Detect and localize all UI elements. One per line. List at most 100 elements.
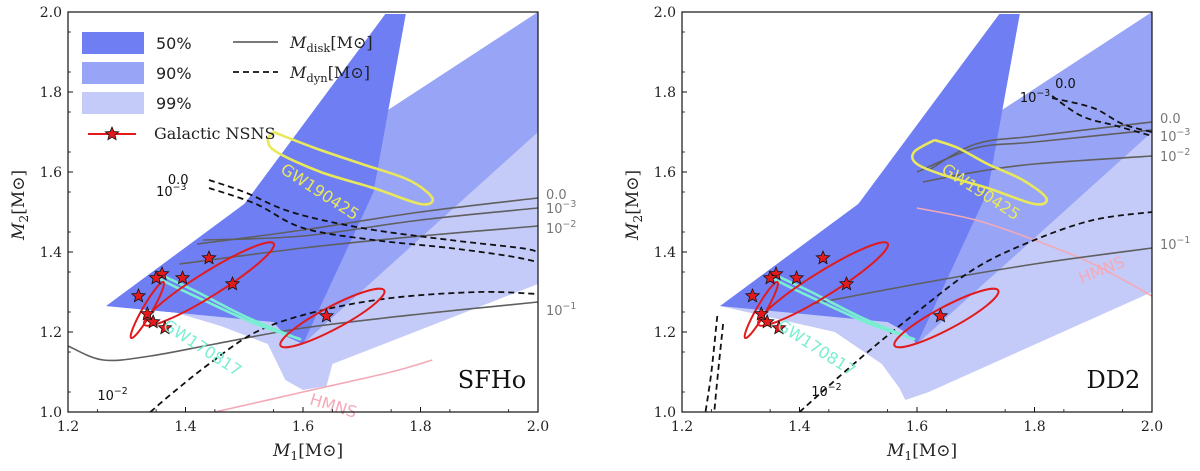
disk-contour-0 <box>928 121 1152 171</box>
dyn-contour-label-0: 0.0 <box>1055 77 1076 92</box>
axes: 1.2 1.4 1.6 1.8 2.01.01.21.41.61.82.0M1[M⊙]M… <box>9 5 549 463</box>
plot-area <box>704 12 1152 412</box>
y-tick-label: 1.2 <box>654 325 676 341</box>
sfho-panel: GW190425GW170817HMNS0.010−310−210−10.010… <box>9 5 576 463</box>
y-tick-label: 1.6 <box>40 165 62 181</box>
x-tick-label: 1.2 <box>57 419 79 435</box>
dyn-contour-label-0: 0.0 <box>168 173 189 188</box>
disk-contour-label-3: 10−1 <box>1160 235 1190 253</box>
disk-contour-3 <box>811 247 1152 305</box>
y-tick-label: 2.0 <box>40 5 62 21</box>
y-tick-label: 1.8 <box>654 85 676 101</box>
legend-line-label-dashed: Mdyn[M⊙] <box>289 63 370 85</box>
y-tick-label: 1.2 <box>40 325 62 341</box>
x-tick-label: 1.2 <box>671 419 693 435</box>
disk-contour-label-2: 10−2 <box>546 219 576 237</box>
y-tick-label: 1.4 <box>654 245 676 261</box>
nsns-ellipse-2 <box>279 287 386 349</box>
dyn-contour-2 <box>798 211 1152 412</box>
galactic-nsns-star <box>744 287 761 303</box>
y-tick-label: 2.0 <box>654 5 676 21</box>
dyn-contour-1 <box>208 187 538 263</box>
axes: 1.2 1.4 1.6 1.8 2.01.01.21.41.61.82.0M1[M⊙]M… <box>623 5 1163 463</box>
x-tick-label: 2.0 <box>1141 419 1163 435</box>
dyn-contour-0 <box>1051 97 1152 133</box>
x-axis-label: M1[M⊙] <box>886 441 957 463</box>
legend-label-90pct: 90% <box>156 64 192 83</box>
legend-label-50pct: 50% <box>156 34 192 53</box>
galactic-nsns-star <box>762 269 778 285</box>
disk-contour-label-2: 10−2 <box>1160 147 1190 165</box>
disk-contour-label-0: 0.0 <box>1160 112 1181 127</box>
eos-label: DD2 <box>1086 366 1140 394</box>
legend-line-label-solid: Mdisk[M⊙] <box>289 33 373 55</box>
dyn-contour-label-1: 10−3 <box>156 182 186 200</box>
eos-label: SFHo <box>458 366 526 394</box>
galactic-nsns-star <box>932 307 949 323</box>
dyn-contour-1 <box>1051 95 1152 137</box>
dyn-contour-4 <box>713 323 724 412</box>
legend-marker-label: Galactic NSNS <box>154 124 275 143</box>
dyn-contour-0 <box>208 179 538 253</box>
dyn-contour-3 <box>704 315 719 412</box>
galactic-nsns-star <box>788 269 805 285</box>
galactic-nsns-star <box>130 287 147 303</box>
nsns-ellipse-2 <box>893 287 1000 349</box>
x-axis-label: M1[M⊙] <box>272 441 343 463</box>
galactic-nsns-star <box>815 249 831 265</box>
x-tick-label: 1.8 <box>1023 419 1045 435</box>
galactic-nsns-star <box>201 249 217 265</box>
x-tick-label: 1.8 <box>409 419 431 435</box>
legend-star-icon <box>104 125 120 141</box>
gw-region-gw170817 <box>770 272 916 341</box>
disk-contour-1 <box>916 129 1152 173</box>
x-tick-label: 1.4 <box>174 419 196 435</box>
legend: 50% 90% 99% Mdisk[M⊙] Mdyn[M⊙] Galactic NSNS <box>82 32 373 143</box>
credible-region-50pct <box>720 14 1020 344</box>
legend-swatch-50pct <box>82 32 144 54</box>
hmns-line <box>214 359 433 412</box>
galactic-nsns-star <box>174 269 191 285</box>
gw-region-gw190425 <box>910 138 1049 206</box>
credible-region-50pct <box>106 14 406 344</box>
disk-contour-3 <box>68 301 538 362</box>
disk-contour-label-0: 0.0 <box>546 188 567 203</box>
dyn-contour-label-2: 10−2 <box>97 386 127 404</box>
x-tick-label: 1.6 <box>906 419 928 435</box>
galactic-nsns-star <box>318 307 335 323</box>
galactic-nsns-star <box>157 319 173 335</box>
disk-contour-0 <box>197 197 538 245</box>
y-tick-label: 1.6 <box>654 165 676 181</box>
galactic-nsns-star <box>753 305 770 321</box>
x-tick-label: 1.6 <box>292 419 314 435</box>
gw-region-gw190425 <box>266 130 435 206</box>
galactic-nsns-star <box>224 275 241 291</box>
y-tick-label: 1.0 <box>654 405 676 421</box>
disk-contour-1 <box>203 207 538 241</box>
legend-swatch-99pct <box>82 92 144 114</box>
galactic-nsns-star <box>759 313 775 329</box>
y-axis-label: M2[M⊙] <box>9 170 31 241</box>
legend-label-99pct: 99% <box>156 94 192 113</box>
x-tick-label: 1.4 <box>788 419 810 435</box>
y-axis-label: M2[M⊙] <box>623 170 645 241</box>
dd2-panel: GW190425GW170817HMNS0.010−310−210−10.010… <box>623 5 1190 463</box>
galactic-nsns-star <box>139 305 156 321</box>
y-tick-label: 1.4 <box>40 245 62 261</box>
disk-contour-label-1: 10−3 <box>546 199 576 217</box>
galactic-nsns-star <box>148 269 164 285</box>
dyn-contour-2 <box>149 290 538 412</box>
hmns-label: HMNS <box>308 390 359 422</box>
dyn-contour-label-1: 10−3 <box>1020 88 1050 106</box>
galactic-nsns-star <box>145 313 161 329</box>
gw-region-gw170817 <box>156 272 302 341</box>
disk-contour-label-1: 10−3 <box>1160 127 1190 145</box>
dyn-contour-label-2: 10−2 <box>811 382 841 400</box>
y-tick-label: 1.0 <box>40 405 62 421</box>
disk-contour-label-3: 10−1 <box>546 301 576 319</box>
galactic-nsns-star <box>838 275 855 291</box>
galactic-nsns-star <box>771 319 787 335</box>
x-tick-label: 2.0 <box>527 419 549 435</box>
legend-swatch-90pct <box>82 62 144 84</box>
